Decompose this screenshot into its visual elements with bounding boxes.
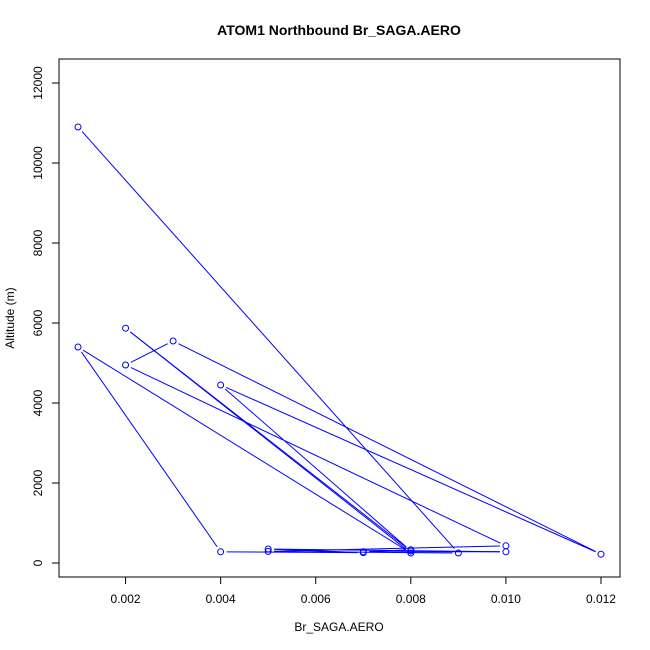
x-tick-label: 0.002 [111,592,141,606]
y-tick-label: 10000 [31,146,45,180]
data-point [454,549,462,557]
y-tick-label: 0 [31,559,45,566]
data-point [407,546,415,554]
data-point [502,542,510,550]
series-segment [369,549,405,553]
data-point [74,343,82,351]
x-tick-label: 0.006 [301,592,331,606]
data-point [359,548,367,556]
y-tick-label: 4000 [31,389,45,416]
y-tick-label: 12000 [31,66,45,100]
y-axis: 0 2000 4000 6000 8000 10000 12000 [31,66,60,566]
series-segment [130,343,168,363]
series-segment [274,550,453,554]
data-point [264,547,272,555]
data-point [264,545,272,553]
y-axis-label: Altitude (m) [3,287,17,348]
x-tick-label: 0.008 [396,592,426,606]
x-tick-label: 0.012 [586,592,616,606]
data-point [74,123,82,131]
data-point [217,381,225,389]
y-tick-label: 8000 [31,229,45,256]
x-axis-label: Br_SAGA.AERO [294,620,383,634]
data-point [217,548,225,556]
series-segment [130,367,501,544]
series-segment [225,386,596,553]
x-tick-label: 0.004 [206,592,236,606]
series-lines [81,131,596,554]
series-points [74,123,605,558]
series-segment [129,331,407,550]
data-point [407,549,415,557]
data-point [502,548,510,556]
data-point [122,324,130,332]
data-point [169,337,177,345]
x-tick-label: 0.010 [491,592,521,606]
series-segment [81,351,218,548]
series-segment [226,551,358,554]
data-point [122,361,130,369]
series-segment [224,388,407,548]
data-point [597,550,605,558]
series-segment [81,131,455,549]
x-axis: 0.002 0.004 0.006 0.008 0.010 0.012 [111,576,616,606]
series-segment [274,548,358,553]
series-segment [82,349,406,551]
chart-title: ATOM1 Northbound Br_SAGA.AERO [217,22,461,38]
y-tick-label: 2000 [31,469,45,496]
y-tick-label: 6000 [31,309,45,336]
series-segment [178,343,596,552]
plot-frame [58,58,621,578]
